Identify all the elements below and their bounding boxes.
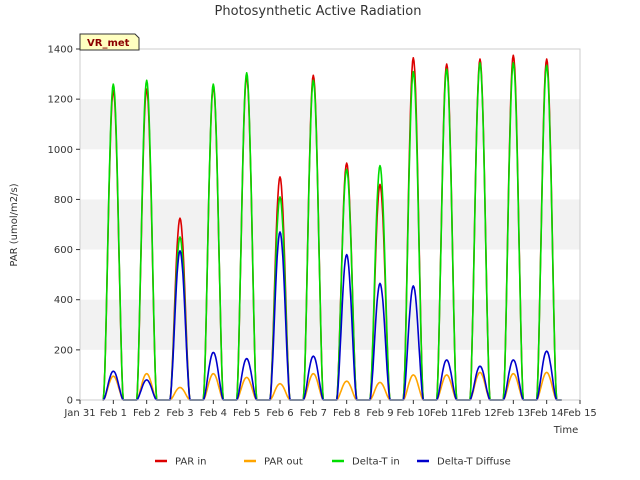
- x-tick-label: Feb 15: [563, 408, 597, 419]
- x-tick-label: Feb 9: [366, 408, 393, 419]
- y-tick-label: 0: [67, 396, 73, 407]
- x-tick-label: Feb 14: [530, 408, 564, 419]
- y-axis-ticks: 0 200 400 600 800 1000 1200 1400: [48, 45, 80, 407]
- legend-label: PAR out: [264, 457, 303, 468]
- vr-met-badge-shape: [79, 33, 140, 51]
- x-tick-label: Feb 13: [497, 408, 531, 419]
- plot-frame: [79, 48, 581, 401]
- y-tick-label: 200: [54, 345, 73, 356]
- vr-met-badge-text: VR_met: [87, 38, 130, 49]
- chart-title: Photosynthetic Active Radiation: [215, 4, 422, 19]
- x-tick-label: Feb 8: [333, 408, 360, 419]
- x-tick-label: Feb 2: [133, 408, 160, 419]
- legend-label: Delta-T in: [352, 457, 400, 468]
- x-tick-label: Feb 1: [100, 408, 127, 419]
- x-tick-label: Feb 5: [233, 408, 260, 419]
- x-tick-label: Feb 11: [430, 408, 464, 419]
- y-tick-label: 1000: [48, 145, 73, 156]
- y-tick-label: 1200: [48, 95, 73, 106]
- legend-label: PAR in: [175, 457, 206, 468]
- x-axis-ticks: Jan 31 Feb 1 Feb 2 Feb 3 Feb 4 Feb 5 Feb 6 Feb …: [63, 400, 597, 419]
- vr-met-badge: VR_met: [79, 33, 140, 51]
- y-tick-label: 600: [54, 245, 73, 256]
- x-tick-label: Jan 31: [63, 408, 95, 419]
- x-tick-label: Feb 6: [266, 408, 293, 419]
- y-axis-label: PAR (umol/m2/s): [9, 183, 20, 266]
- x-axis-label: Time: [553, 425, 578, 436]
- grid-bands: [80, 49, 580, 400]
- legend-label: Delta-T Diffuse: [437, 457, 511, 468]
- grid-band: [80, 99, 580, 150]
- grid-band: [80, 299, 580, 350]
- y-tick-label: 400: [54, 295, 73, 306]
- y-tick-label: 1400: [48, 45, 73, 56]
- x-tick-label: Feb 10: [397, 408, 431, 419]
- y-tick-label: 800: [54, 195, 73, 206]
- x-tick-label: Feb 3: [166, 408, 193, 419]
- x-tick-label: Feb 12: [463, 408, 497, 419]
- x-tick-label: Feb 7: [300, 408, 327, 419]
- x-tick-label: Feb 4: [200, 408, 227, 419]
- legend: PAR in PAR out Delta-T in Delta-T Diffuse: [155, 457, 511, 468]
- grid-band: [80, 199, 580, 250]
